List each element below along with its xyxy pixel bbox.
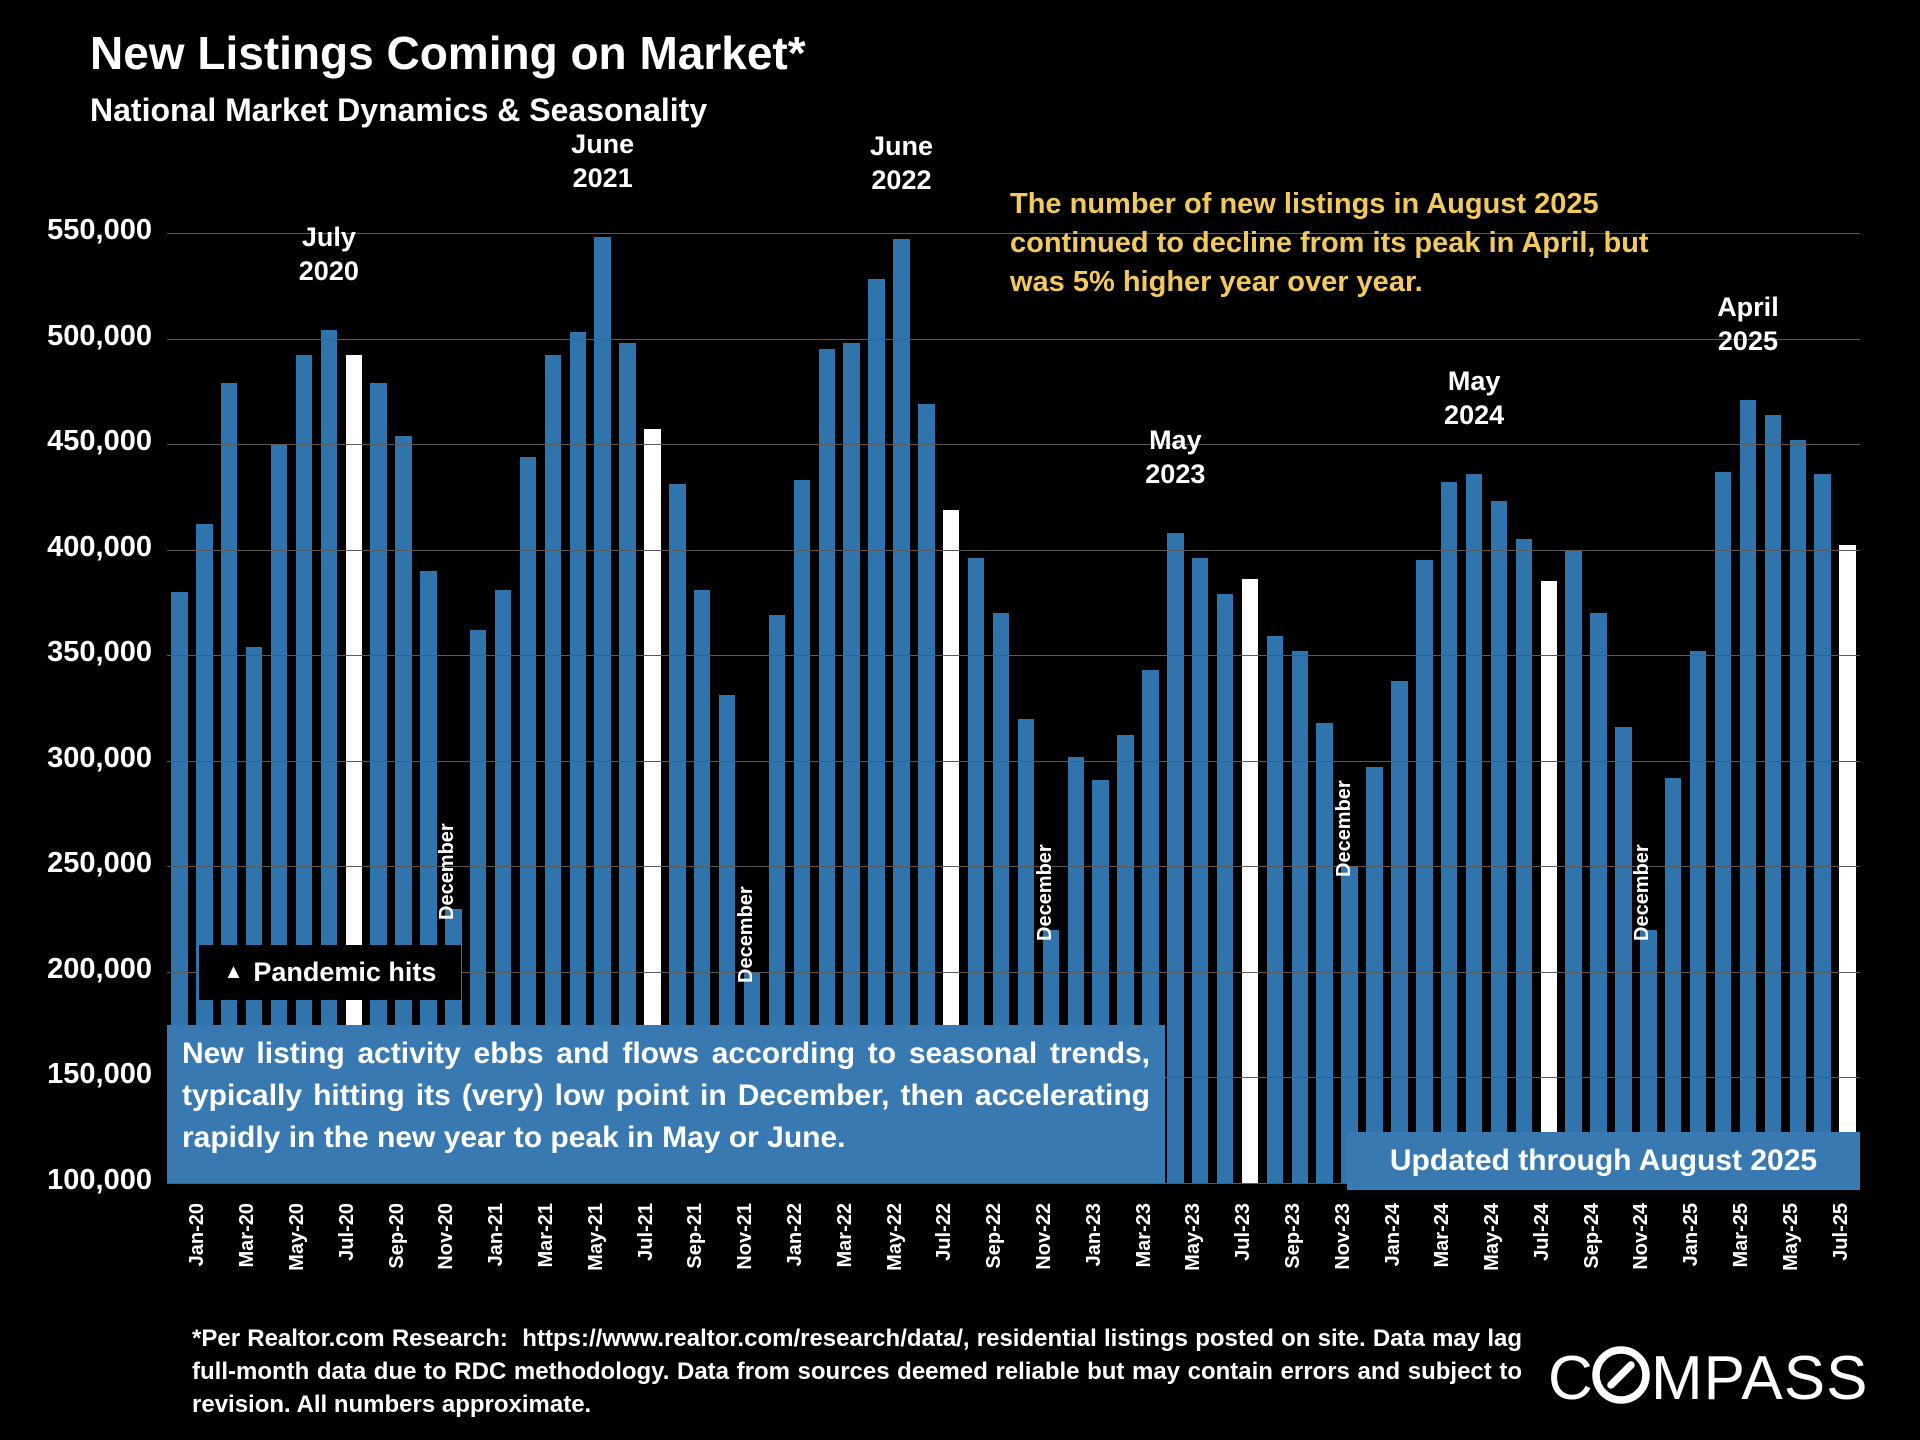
svg-text:C: C <box>1548 1344 1594 1413</box>
svg-text:MPASS: MPASS <box>1651 1344 1868 1413</box>
